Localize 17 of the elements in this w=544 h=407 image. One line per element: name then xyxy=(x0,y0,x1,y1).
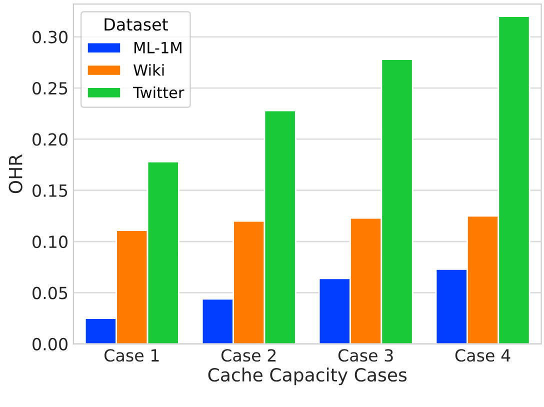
x-tick-label: Case 3 xyxy=(338,349,393,362)
y-tick-label: 0.30 xyxy=(32,30,68,44)
y-tick-label: 0.15 xyxy=(32,184,68,197)
legend-label: Twitter xyxy=(132,86,184,98)
x-tick-label: Case 2 xyxy=(221,349,276,362)
legend-label: ML-1M xyxy=(134,42,182,54)
x-tick-label: Case 1 xyxy=(104,349,159,362)
x-tick-label: Case 4 xyxy=(455,349,510,362)
y-tick-label: 0.20 xyxy=(32,133,68,146)
y-tick-label: 0.00 xyxy=(32,338,68,350)
legend-title: Dataset xyxy=(104,18,168,31)
y-tick-label: 0.10 xyxy=(32,236,68,248)
y-tick-label: 0.05 xyxy=(32,286,68,300)
x-axis-title: Cache Capacity Cases xyxy=(208,368,407,386)
legend-label: Wiki xyxy=(134,64,164,76)
y-tick-label: 0.25 xyxy=(32,82,68,95)
y-axis-title: OHR xyxy=(8,154,22,194)
